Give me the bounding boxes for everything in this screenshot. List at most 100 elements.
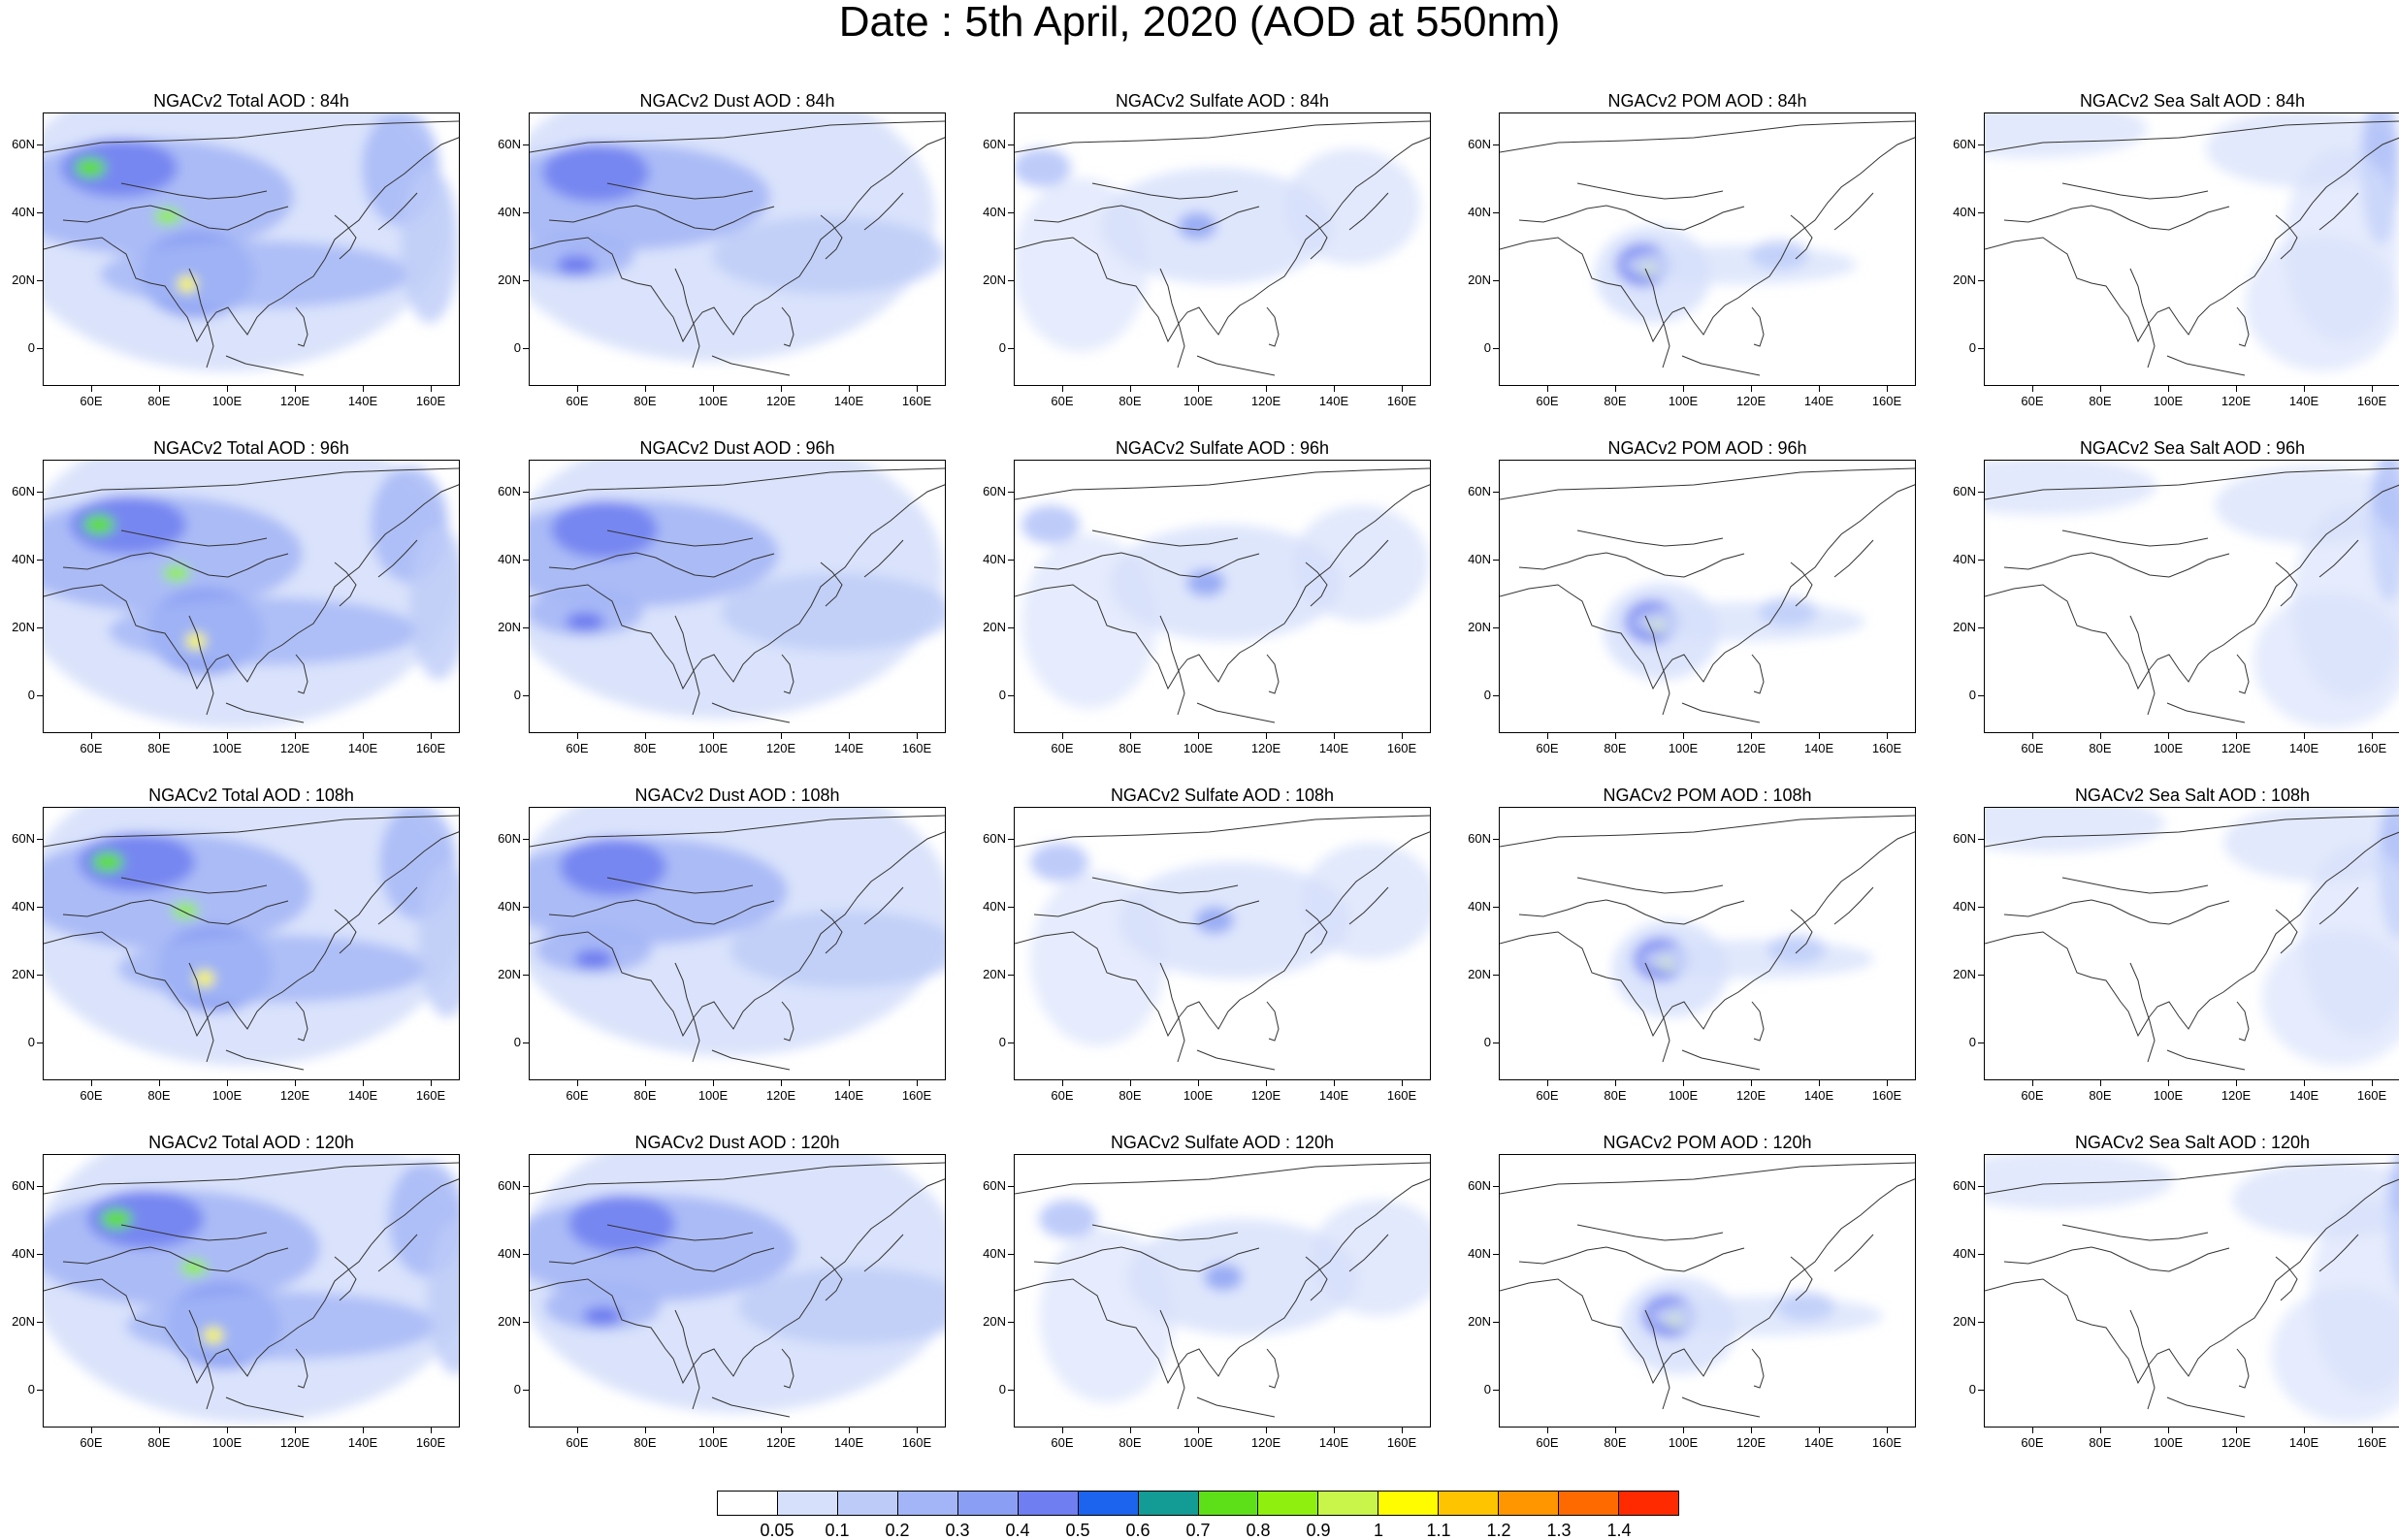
lon-tick-label: 60E xyxy=(80,1088,103,1103)
lat-tick-label: 20N xyxy=(1953,620,1976,634)
lon-tick xyxy=(1819,386,1820,392)
colorbar-tick-label: 1.4 xyxy=(1606,1521,1632,1540)
aod-plume xyxy=(186,633,206,649)
coastline xyxy=(1033,1246,1260,1272)
lon-tick xyxy=(849,1080,850,1086)
aod-plume xyxy=(1641,940,1874,979)
lon-tick-label: 120E xyxy=(2221,394,2252,408)
lon-tick-label: 160E xyxy=(2356,1088,2387,1103)
coastline xyxy=(1015,120,1430,153)
coastline xyxy=(1985,120,2399,153)
lat-tick xyxy=(523,695,529,696)
coastline xyxy=(820,214,843,260)
lon-tick-label: 60E xyxy=(1051,741,1074,755)
aod-plume xyxy=(1985,113,2148,158)
lon-tick xyxy=(1130,386,1131,392)
lat-tick-label: 0 xyxy=(513,1035,521,1049)
lat-tick-label: 20N xyxy=(12,620,35,634)
lon-tick-label: 80E xyxy=(1118,394,1142,408)
aod-plume xyxy=(721,573,945,651)
lon-tick xyxy=(1819,733,1820,739)
coastline xyxy=(334,909,357,954)
lon-tick xyxy=(159,1428,160,1433)
lon-tick-label: 60E xyxy=(2021,741,2044,755)
coastline xyxy=(1159,268,1185,369)
lon-tick xyxy=(91,1428,92,1433)
coastline xyxy=(1266,306,1280,347)
lon-tick xyxy=(713,1428,714,1433)
coastline xyxy=(188,615,214,716)
panel-title: NGACv2 Sulfate AOD : 96h xyxy=(1115,438,1330,458)
lat-tick xyxy=(523,492,529,493)
lat-tick xyxy=(1978,280,1984,281)
lon-tick-label: 80E xyxy=(147,1088,171,1103)
lon-tick xyxy=(1266,386,1267,392)
lon-tick-label: 120E xyxy=(279,741,310,755)
aod-plume xyxy=(1985,808,2165,852)
aod-plume xyxy=(566,612,604,631)
coastline xyxy=(62,552,289,578)
aod-plume xyxy=(195,971,214,986)
lon-tick xyxy=(917,1080,918,1086)
lat-tick xyxy=(37,560,43,561)
lon-tick-label: 160E xyxy=(2356,1435,2387,1450)
lat-tick xyxy=(1978,144,1984,145)
aod-field xyxy=(1015,467,1430,723)
aod-field xyxy=(530,808,945,1071)
lon-tick-label: 100E xyxy=(697,394,729,408)
lon-tick xyxy=(2168,733,2169,739)
colorbar-swatch xyxy=(957,1492,1019,1515)
lat-tick xyxy=(1978,1390,1984,1391)
coastline xyxy=(1033,552,1260,578)
lon-tick-label: 140E xyxy=(833,741,864,755)
lon-tick-label: 80E xyxy=(2089,1435,2112,1450)
aod-plume xyxy=(70,496,186,554)
lat-tick-label: 40N xyxy=(498,1246,521,1261)
lat-tick xyxy=(37,1322,43,1323)
coastline xyxy=(1015,484,1430,690)
colorbar-tick-label: 0.8 xyxy=(1246,1521,1271,1540)
lat-tick xyxy=(37,348,43,349)
coastline xyxy=(863,886,904,925)
aod-plume xyxy=(1021,505,1080,544)
lat-tick-label: 60N xyxy=(983,137,1006,151)
aod-plume xyxy=(1015,148,1071,187)
coastline xyxy=(781,1001,794,1042)
lon-tick xyxy=(1334,386,1335,392)
panel-title: NGACv2 Dust AOD : 84h xyxy=(639,91,835,111)
coastline xyxy=(606,529,754,547)
lon-tick-label: 160E xyxy=(2356,394,2387,408)
lon-tick xyxy=(781,386,782,392)
lon-tick xyxy=(295,386,296,392)
coastline xyxy=(295,306,308,347)
lon-tick xyxy=(2372,1428,2373,1433)
lat-tick-label: 40N xyxy=(498,899,521,914)
aod-plume xyxy=(1633,602,1865,641)
coastline xyxy=(188,962,214,1063)
lon-tick xyxy=(1334,733,1335,739)
coastline xyxy=(1985,467,2399,500)
coastline xyxy=(2236,654,2250,694)
coastline xyxy=(62,1246,289,1272)
aod-plume xyxy=(712,216,945,294)
coastline xyxy=(44,815,459,848)
map-frame xyxy=(1984,807,2399,1080)
lat-tick-label: 40N xyxy=(983,899,1006,914)
coastline xyxy=(62,205,289,231)
aod-field xyxy=(1500,1162,1915,1418)
lon-tick xyxy=(1266,1428,1267,1433)
lon-tick-label: 60E xyxy=(566,394,589,408)
lon-tick xyxy=(2168,386,2169,392)
aod-plume xyxy=(560,838,666,896)
panel-title: NGACv2 Sea Salt AOD : 96h xyxy=(2079,438,2306,458)
aod-plume xyxy=(1204,1264,1243,1291)
lon-tick xyxy=(1887,386,1888,392)
coastline xyxy=(1576,877,1724,894)
lat-tick-label: 0 xyxy=(998,688,1006,702)
lat-tick-label: 0 xyxy=(27,1382,35,1396)
aod-plume xyxy=(117,935,428,1003)
lon-tick-label: 100E xyxy=(2153,741,2184,755)
lat-tick-label: 20N xyxy=(498,620,521,634)
coastline xyxy=(1681,355,1761,376)
aod-field xyxy=(1015,120,1430,376)
